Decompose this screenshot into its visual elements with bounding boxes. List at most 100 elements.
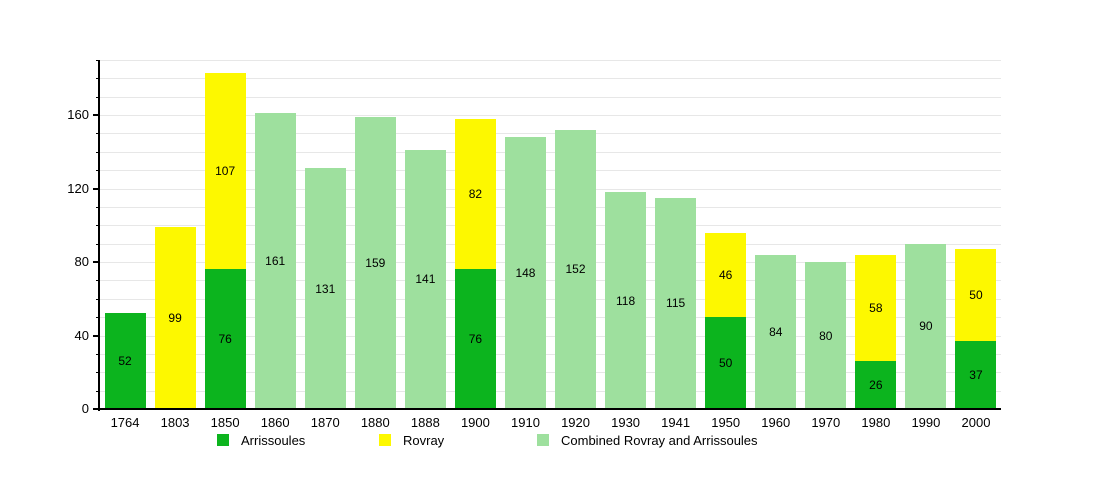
gridline-180: [100, 78, 1001, 80]
x-tick-label-1880: 1880: [360, 415, 390, 430]
y-major-tick-160: [93, 114, 100, 117]
x-tick-label-1910: 1910: [511, 415, 540, 430]
y-tick-label-160: 160: [67, 107, 89, 123]
gridline-70: [100, 280, 1001, 282]
x-tick-label-1920: 1920: [561, 415, 590, 430]
bar-segment-rovray-1850: 107: [204, 72, 246, 270]
x-tick-label-1803: 1803: [160, 415, 190, 430]
gridline-80: [100, 262, 1001, 264]
bar-value-label-1870: 131: [315, 281, 336, 296]
x-tick-label-1930: 1930: [611, 415, 641, 430]
gridline-50: [100, 317, 1001, 319]
x-tick-label-1990: 1990: [911, 415, 941, 430]
legend-item-rovray: Rovray: [379, 432, 445, 448]
gridline-110: [100, 206, 1001, 208]
gridline-30: [100, 353, 1001, 355]
x-tick-label-1950: 1950: [711, 415, 741, 430]
bar-segment-rovray-1803: 99: [154, 227, 196, 409]
y-major-tick-0: [93, 408, 100, 410]
y-tick-label-0: 0: [81, 401, 89, 416]
legend-label-rovray: Rovray: [403, 432, 445, 448]
gridline-40: [100, 335, 1001, 337]
bar-segment-arrissoules-1980: 26: [855, 361, 897, 409]
bar-value-label-1764: 52: [118, 354, 132, 369]
bar-segment-combined-rovray-and-arrissoules-1930: 118: [605, 192, 647, 409]
bar-value-label-1900: 82: [468, 187, 483, 202]
bar-value-label-1920: 152: [565, 262, 586, 277]
bar-value-label-1960: 84: [769, 324, 783, 339]
bar-value-label-1930: 118: [616, 293, 636, 308]
bar-segment-combined-rovray-and-arrissoules-1960: 84: [755, 254, 797, 409]
bar-value-label-1850: 107: [215, 164, 236, 179]
bar-segment-combined-rovray-and-arrissoules-1888: 141: [404, 150, 446, 409]
x-tick-label-1860: 1860: [260, 415, 290, 430]
bar-value-label-1910: 148: [515, 266, 536, 281]
bar-value-label-1900: 76: [468, 332, 483, 347]
bar-value-label-1888: 141: [415, 272, 436, 287]
legend-swatch-rovray: [379, 434, 391, 446]
y-major-tick-120: [93, 187, 100, 190]
bar-value-label-1941: 115: [666, 296, 686, 311]
legend-label-combined: Combined Rovray and Arrissoules: [561, 432, 758, 448]
bar-segment-rovray-1950: 46: [705, 232, 747, 318]
y-major-tick-40: [93, 334, 100, 337]
bar-segment-arrissoules-1850: 76: [204, 269, 246, 409]
bar-segment-arrissoules-1764: 52: [104, 313, 146, 409]
bar-segment-rovray-2000: 50: [955, 249, 997, 342]
bar-value-label-1970: 80: [819, 328, 833, 343]
x-tick-label-1980: 1980: [861, 415, 891, 430]
bar-value-label-1990: 90: [919, 319, 933, 334]
gridline-150: [100, 133, 1001, 135]
gridline-140: [100, 151, 1001, 153]
bar-segment-rovray-1980: 58: [855, 254, 897, 362]
gridline-100: [100, 225, 1001, 227]
bar-value-label-1980: 26: [869, 378, 883, 393]
y-axis: [98, 60, 100, 411]
x-tick-label-1941: 1941: [661, 415, 691, 430]
bar-segment-combined-rovray-and-arrissoules-1870: 131: [304, 168, 346, 409]
y-major-tick-80: [93, 261, 100, 264]
y-tick-label-80: 80: [74, 254, 89, 270]
x-axis: [98, 408, 1001, 410]
x-tick-label-2000: 2000: [961, 415, 991, 430]
bar-segment-rovray-1900: 82: [454, 118, 496, 270]
bar-segment-combined-rovray-and-arrissoules-1910: 148: [504, 137, 546, 409]
x-tick-label-1888: 1888: [410, 415, 440, 430]
legend-item-combined: Combined Rovray and Arrissoules: [537, 432, 758, 448]
bar-segment-combined-rovray-and-arrissoules-1941: 115: [655, 197, 697, 409]
bar-value-label-1880: 159: [365, 255, 386, 270]
legend-swatch-arrissoules: [217, 434, 229, 446]
bar-value-label-1803: 99: [168, 311, 182, 326]
bar-value-label-2000: 37: [969, 368, 983, 382]
x-tick-label-1764: 1764: [110, 415, 140, 430]
legend-swatch-combined: [537, 434, 549, 446]
bar-value-label-1860: 161: [265, 254, 286, 269]
bar-segment-arrissoules-2000: 37: [955, 341, 997, 409]
gridline-90: [100, 243, 1001, 245]
gridline-120: [100, 188, 1001, 190]
bar-value-label-1950: 46: [719, 267, 733, 282]
bar-segment-arrissoules-1950: 50: [705, 317, 747, 409]
bar-segment-combined-rovray-and-arrissoules-1880: 159: [354, 116, 396, 409]
gridline-20: [100, 372, 1001, 374]
x-tick-label-1870: 1870: [310, 415, 340, 430]
bar-segment-combined-rovray-and-arrissoules-1860: 161: [254, 113, 296, 409]
bar-value-label-1980: 58: [869, 300, 883, 315]
legend-item-arrissoules: Arrissoules: [217, 432, 306, 448]
y-tick-label-120: 120: [67, 180, 89, 196]
legend-label-arrissoules: Arrissoules: [241, 432, 306, 448]
y-tick-label-40: 40: [74, 327, 89, 343]
gridline-160: [100, 115, 1001, 117]
gridline-130: [100, 170, 1001, 172]
bar-value-label-1850: 76: [218, 332, 232, 347]
x-tick-label-1970: 1970: [811, 415, 841, 430]
x-tick-label-1850: 1850: [210, 415, 240, 430]
gridline-170: [100, 96, 1001, 98]
bar-segment-combined-rovray-and-arrissoules-1970: 80: [805, 262, 847, 409]
bar-segment-combined-rovray-and-arrissoules-1990: 90: [905, 243, 947, 409]
x-tick-label-1960: 1960: [761, 415, 791, 430]
bar-value-label-2000: 50: [969, 288, 983, 303]
gridline-10: [100, 390, 1001, 392]
gridline-190: [100, 60, 1001, 61]
